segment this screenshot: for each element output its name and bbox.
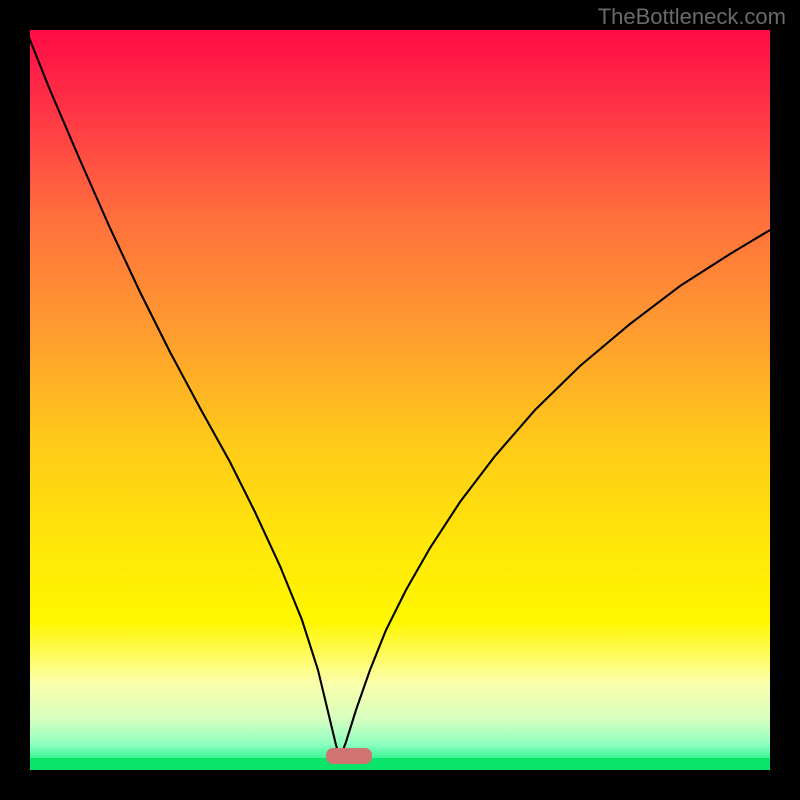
bottleneck-curve [30,30,770,770]
site-watermark: TheBottleneck.com [598,4,786,30]
plot-area [30,30,770,770]
optimal-marker [326,748,372,764]
curve-right-branch [340,230,770,758]
curve-left-branch [30,30,340,758]
